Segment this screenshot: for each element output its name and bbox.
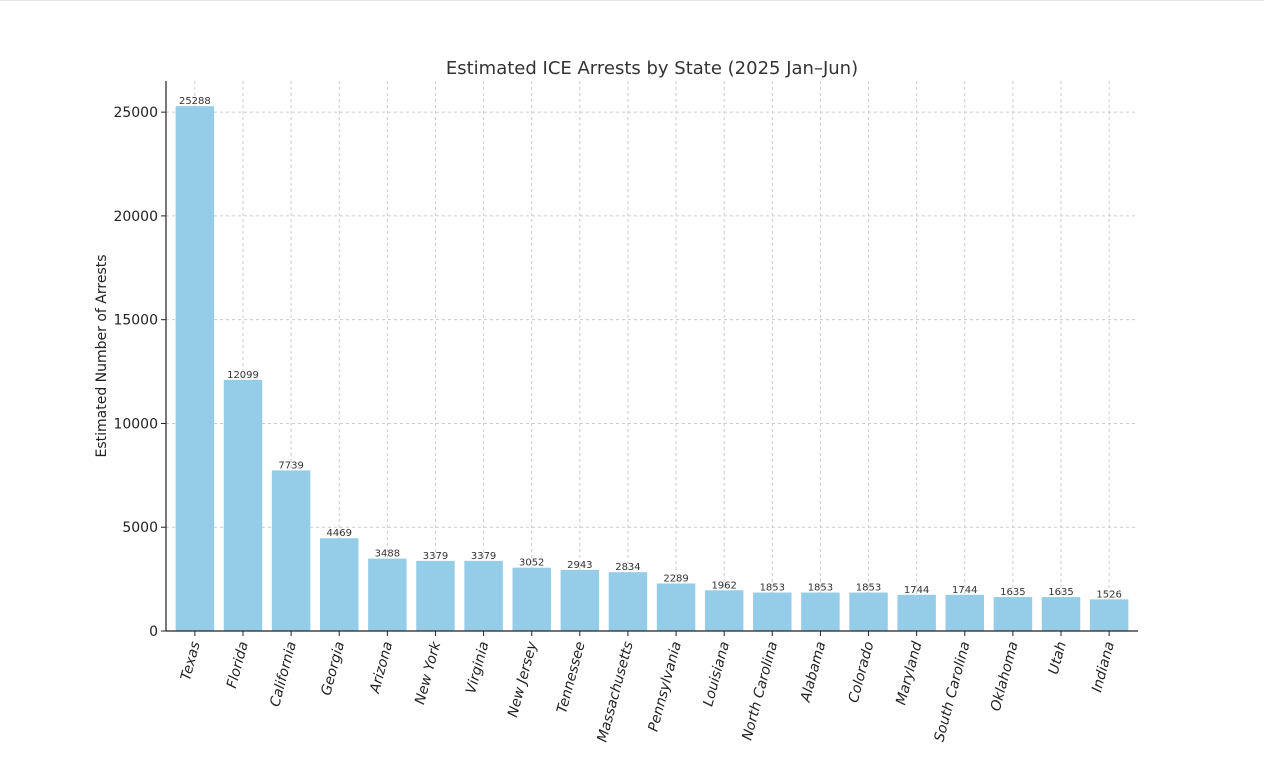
- bar-california: [271, 470, 311, 631]
- data-label: 1635: [1000, 587, 1025, 598]
- x-tick-label: Massachusetts: [595, 640, 637, 744]
- y-tick-label: 15000: [113, 313, 158, 329]
- data-label: 2943: [567, 560, 592, 571]
- bar-oklahoma: [993, 597, 1033, 631]
- bar-virginia: [464, 560, 503, 631]
- data-label: 3379: [423, 551, 448, 562]
- x-tick-label: Florida: [224, 640, 252, 690]
- x-tick-label: New York: [412, 639, 444, 706]
- y-axis-label: Estimated Number of Arrests: [94, 254, 110, 457]
- y-tick-label: 25000: [113, 105, 158, 121]
- bar-georgia: [319, 538, 359, 631]
- x-tick-label: Texas: [178, 640, 204, 682]
- data-label: 1853: [856, 583, 881, 594]
- data-label: 3052: [519, 558, 544, 569]
- bar-new-york: [416, 560, 455, 631]
- y-tick-label: 20000: [113, 209, 158, 225]
- data-label: 1526: [1096, 589, 1121, 600]
- data-label: 3488: [375, 549, 400, 560]
- x-tick-label: Pennsylvania: [646, 640, 685, 733]
- bar-north-carolina: [753, 592, 792, 631]
- x-tick-label: Maryland: [893, 640, 925, 707]
- bar-massachusetts: [608, 572, 648, 631]
- data-label: 1853: [808, 583, 833, 594]
- data-label: 4469: [327, 528, 352, 539]
- data-labels: 25288 12099 7739 4469 3488 3379 3379 3052 2943 28…: [179, 96, 1122, 600]
- data-label: 2289: [663, 573, 688, 584]
- x-tick-label: Alabama: [798, 640, 830, 705]
- x-tick-label: Tennessee: [554, 640, 589, 715]
- x-tick-label: South Carolina: [932, 640, 974, 744]
- bar-indiana: [1089, 599, 1129, 631]
- data-label: 1744: [952, 585, 977, 596]
- data-label: 12099: [227, 370, 259, 381]
- y-tick-label: 10000: [113, 416, 158, 432]
- bar-south-carolina: [945, 594, 985, 631]
- bar-maryland: [897, 594, 936, 631]
- x-tick-label: New Jersey: [505, 639, 541, 719]
- x-tick-label: Oklahoma: [988, 640, 1022, 713]
- data-label: 3379: [471, 551, 496, 562]
- x-tick-label: Colorado: [846, 640, 878, 705]
- x-axis-ticks: Texas Florida California Georgia Arizona New …: [178, 631, 1118, 744]
- data-label: 1744: [904, 585, 929, 596]
- bar-tennessee: [560, 569, 600, 631]
- x-tick-label: California: [267, 640, 300, 709]
- x-tick-label: Georgia: [318, 640, 348, 697]
- y-axis-ticks: 0 5000 10000 15000 20000 25000: [113, 105, 166, 640]
- bar-louisiana: [704, 590, 744, 631]
- bar-new-jersey: [512, 567, 551, 631]
- data-label: 25288: [179, 96, 211, 107]
- bar-colorado: [849, 592, 888, 631]
- data-label: 2834: [615, 562, 640, 573]
- data-label: 1853: [760, 583, 785, 594]
- bars: [175, 106, 1129, 631]
- y-tick-label: 5000: [122, 520, 158, 536]
- bar-utah: [1041, 597, 1081, 631]
- bar-arizona: [368, 558, 407, 631]
- x-tick-label: Indiana: [1089, 640, 1118, 694]
- x-tick-label: Virginia: [463, 640, 492, 696]
- y-tick-label: 0: [149, 624, 158, 640]
- bar-texas: [175, 106, 215, 631]
- data-label: 1962: [711, 580, 736, 591]
- bar-pennsylvania: [656, 583, 696, 631]
- data-label: 7739: [278, 460, 303, 471]
- chart-title: Estimated ICE Arrests by State (2025 Jan…: [446, 58, 858, 79]
- bar-florida: [223, 379, 263, 631]
- bar-alabama: [801, 592, 840, 631]
- x-tick-label: Louisiana: [700, 640, 733, 708]
- x-tick-label: North Carolina: [739, 640, 781, 742]
- x-tick-label: Arizona: [367, 640, 396, 696]
- grid-lines: [166, 81, 1138, 632]
- data-label: 1635: [1048, 587, 1073, 598]
- x-tick-label: Utah: [1046, 640, 1070, 676]
